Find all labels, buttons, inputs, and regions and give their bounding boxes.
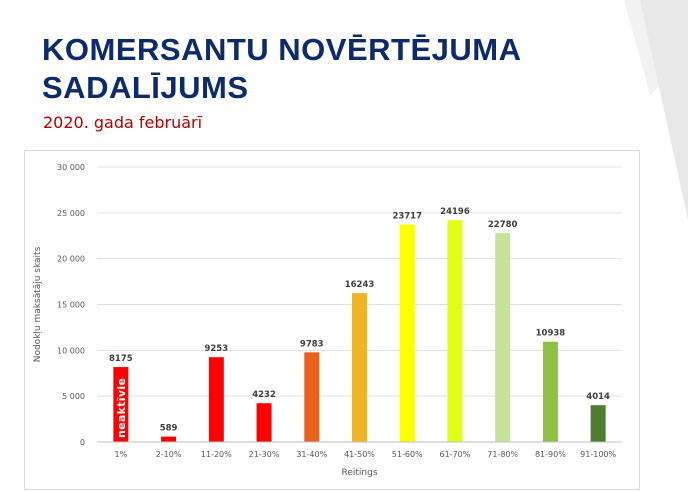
- x-axis-ticks: 1% 2-10% 11-20% 21-30% 31-40% 41-50% 51-60% 61-…: [115, 450, 617, 459]
- corner-shape: [640, 0, 688, 220]
- x-tick-label: 1%: [115, 450, 128, 459]
- data-label: 16243: [345, 280, 375, 290]
- x-tick-label: 81-90%: [535, 450, 566, 459]
- x-tick-label: 11-20%: [201, 450, 232, 459]
- data-label: 9783: [300, 339, 324, 349]
- x-axis-title: Reitings: [341, 468, 377, 478]
- y-tick-label: 0: [80, 438, 85, 447]
- y-tick-label: 25 000: [57, 209, 85, 218]
- page-title-line-2: SADALĪJUMS: [42, 70, 249, 105]
- data-label: 10938: [536, 329, 566, 339]
- bar-chart: 0 5 000 10 000 15 000 20 000 25 000 30 000 817…: [33, 163, 622, 478]
- bar-21-30%: [256, 403, 272, 442]
- y-tick-label: 5 000: [62, 392, 85, 401]
- x-tick-label: 51-60%: [392, 450, 423, 459]
- y-tick-label: 10 000: [57, 346, 85, 355]
- data-label: 23717: [392, 212, 422, 222]
- data-label: 22780: [488, 220, 518, 230]
- y-tick-label: 15 000: [57, 301, 85, 310]
- data-label: 589: [160, 424, 178, 434]
- data-label: 4014: [586, 392, 610, 402]
- bar-annotation: neaktīvie: [115, 378, 128, 438]
- bar-91-100%: [590, 405, 606, 442]
- y-axis-ticks: 0 5 000 10 000 15 000 20 000 25 000 30 000: [57, 163, 85, 447]
- bar-31-40%: [304, 352, 320, 442]
- x-tick-label: 91-100%: [580, 450, 616, 459]
- bar-51-60%: [399, 224, 415, 442]
- x-tick-label: 2-10%: [156, 450, 182, 459]
- x-tick-label: 41-50%: [344, 450, 375, 459]
- page-title-line-1: KOMERSANTU NOVĒRTĒJUMA: [42, 32, 522, 67]
- data-label: 8175: [109, 354, 133, 364]
- bar-81-90%: [542, 341, 558, 442]
- x-tick-label: 31-40%: [296, 450, 327, 459]
- y-tick-label: 20 000: [57, 255, 85, 264]
- data-label: 4232: [252, 390, 276, 400]
- bar-71-80%: [495, 233, 511, 442]
- bar-41-50%: [352, 293, 367, 442]
- page-subtitle: 2020. gada februārī: [43, 113, 203, 132]
- data-label: 9253: [204, 344, 228, 354]
- x-tick-label: 21-30%: [249, 450, 280, 459]
- x-tick-label: 71-80%: [487, 450, 518, 459]
- data-labels: 8175 589 9253 4232 9783 16243 23717 24196 22780 1…: [109, 207, 610, 433]
- bars: [113, 220, 606, 442]
- data-label: 24196: [440, 207, 470, 217]
- bar-11-20%: [208, 357, 224, 442]
- annotations: neaktīvie: [115, 378, 128, 438]
- page-title: KOMERSANTU NOVĒRTĒJUMA SADALĪJUMS: [42, 31, 602, 107]
- y-axis-title: Nodokļu maksātāju skaits: [33, 246, 43, 362]
- bar-2-10%: [161, 436, 177, 442]
- chart-area: 0 5 000 10 000 15 000 20 000 25 000 30 000 817…: [24, 150, 640, 490]
- x-tick-label: 61-70%: [440, 450, 471, 459]
- bar-1%: [113, 367, 129, 442]
- bar-61-70%: [447, 220, 463, 442]
- y-tick-label: 30 000: [57, 163, 85, 172]
